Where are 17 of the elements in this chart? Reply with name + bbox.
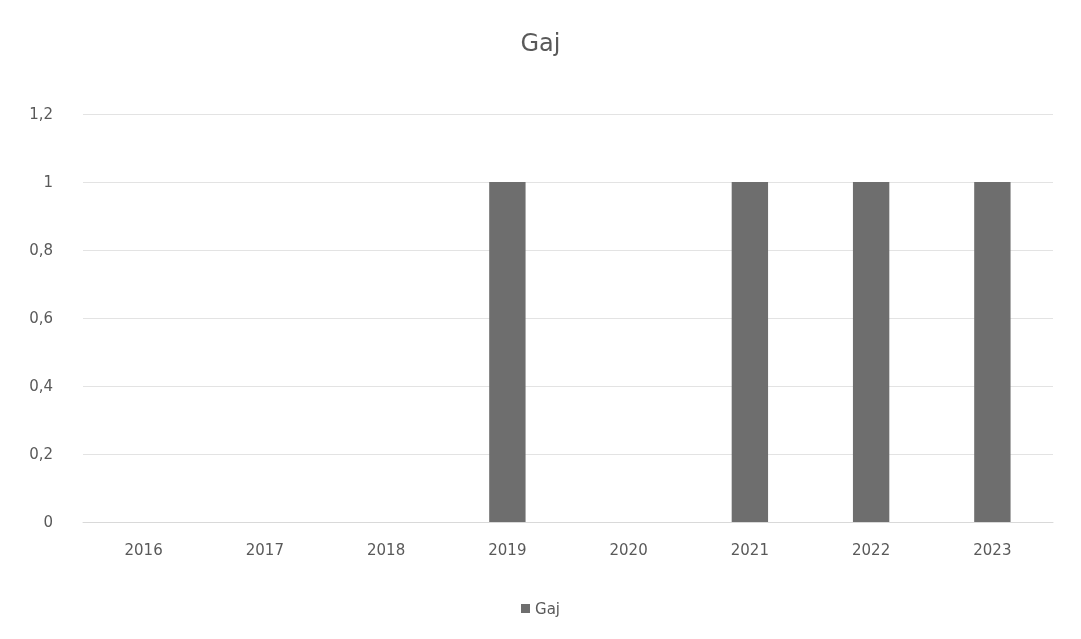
y-tick-label: 0,8 — [29, 241, 53, 259]
x-tick-label: 2022 — [852, 540, 891, 559]
x-tick-label: 2018 — [367, 540, 406, 559]
y-tick-label: 0,4 — [29, 377, 53, 395]
x-tick-label: 2023 — [973, 540, 1012, 559]
x-tick-label: 2021 — [730, 540, 769, 559]
chart-title: Gaj — [520, 29, 561, 57]
legend-label: Gaj — [535, 599, 560, 618]
x-tick-label: 2016 — [124, 540, 163, 559]
x-tick-label: 2017 — [245, 540, 284, 559]
y-tick-label: 1,2 — [29, 105, 53, 123]
x-tick-label: 2020 — [609, 540, 648, 559]
y-tick-label: 1 — [43, 173, 53, 191]
y-tick-label: 0 — [43, 513, 53, 531]
y-tick-label: 0,2 — [29, 445, 53, 463]
y-tick-label: 0,6 — [29, 309, 53, 327]
x-tick-label: 2019 — [488, 540, 527, 559]
